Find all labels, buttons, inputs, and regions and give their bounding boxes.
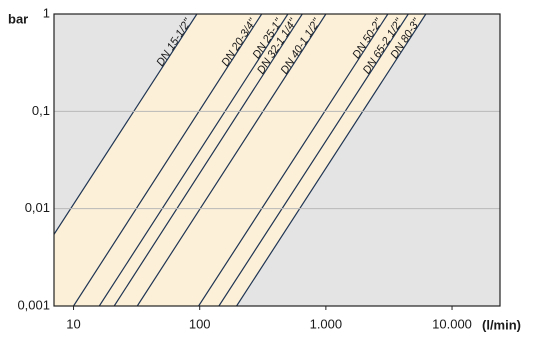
y-tick-label: 0,1 — [32, 103, 50, 118]
y-tick-label: 0,01 — [25, 200, 50, 215]
series-line — [236, 14, 427, 306]
series-line — [73, 14, 263, 306]
series-line — [98, 14, 289, 306]
x-tick-label: 100 — [189, 316, 211, 331]
series-line — [54, 14, 198, 236]
series-line — [198, 14, 389, 306]
series-line — [218, 14, 409, 306]
y-axis-label: bar — [8, 11, 28, 26]
y-tick-label: 0,001 — [17, 297, 50, 312]
x-tick-label: 10.000 — [432, 316, 472, 331]
x-axis-label: (l/min) — [482, 317, 521, 332]
y-tick-label: 1 — [43, 5, 50, 20]
series-line — [136, 14, 327, 306]
x-tick-label: 10 — [66, 316, 80, 331]
plot-frame — [53, 13, 501, 307]
x-tick-label: 1.000 — [310, 316, 343, 331]
series-line — [113, 14, 303, 306]
plot-area — [54, 14, 427, 306]
